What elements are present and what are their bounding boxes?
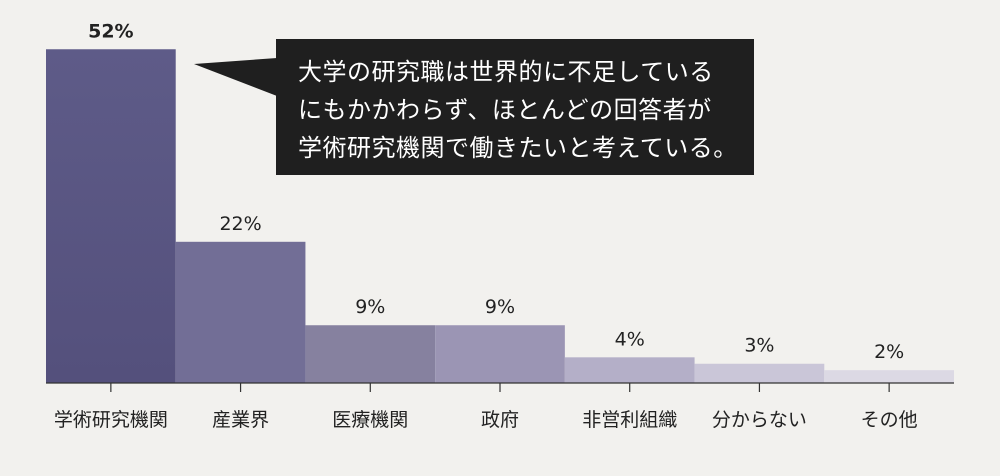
annotation-line-1: 大学の研究職は世界的に不足している bbox=[298, 58, 714, 86]
x-ticks-group bbox=[110, 383, 890, 392]
bar-6 bbox=[694, 363, 825, 383]
value-label-3: 9% bbox=[355, 296, 385, 318]
value-label-2: 22% bbox=[219, 213, 261, 235]
category-label-1: 学術研究機関 bbox=[54, 409, 168, 431]
category-label-3: 医療機関 bbox=[332, 409, 408, 431]
annotation-callout: 大学の研究職は世界的に不足している にもかかわらず、ほとんどの回答者が 学術研究… bbox=[276, 39, 754, 175]
category-label-6: 分からない bbox=[712, 409, 807, 431]
bar-7 bbox=[824, 370, 954, 383]
category-labels-group: 学術研究機関 産業界 医療機関 政府 非営利組織 分からない その他 bbox=[54, 409, 918, 431]
value-label-1: 52% bbox=[88, 20, 133, 42]
category-label-2: 産業界 bbox=[212, 409, 269, 431]
value-label-6: 3% bbox=[744, 335, 774, 357]
bars-group bbox=[46, 49, 954, 383]
value-labels-group: 52% 22% 9% 9% 4% 3% 2% bbox=[88, 20, 904, 363]
bar-2 bbox=[175, 241, 306, 383]
bar-3 bbox=[305, 325, 436, 383]
value-label-5: 4% bbox=[615, 328, 645, 350]
annotation-line-3: 学術研究機関で働きたいと考えている。 bbox=[298, 134, 738, 162]
bar-1 bbox=[46, 49, 176, 383]
category-label-5: 非営利組織 bbox=[582, 409, 677, 431]
annotation-line-2: にもかかわらず、ほとんどの回答者が bbox=[298, 96, 712, 124]
bar-4 bbox=[435, 325, 565, 383]
value-label-4: 9% bbox=[485, 296, 515, 318]
bar-5 bbox=[564, 357, 695, 383]
category-label-4: 政府 bbox=[481, 409, 519, 431]
value-label-7: 2% bbox=[874, 341, 904, 363]
category-label-7: その他 bbox=[861, 409, 918, 431]
